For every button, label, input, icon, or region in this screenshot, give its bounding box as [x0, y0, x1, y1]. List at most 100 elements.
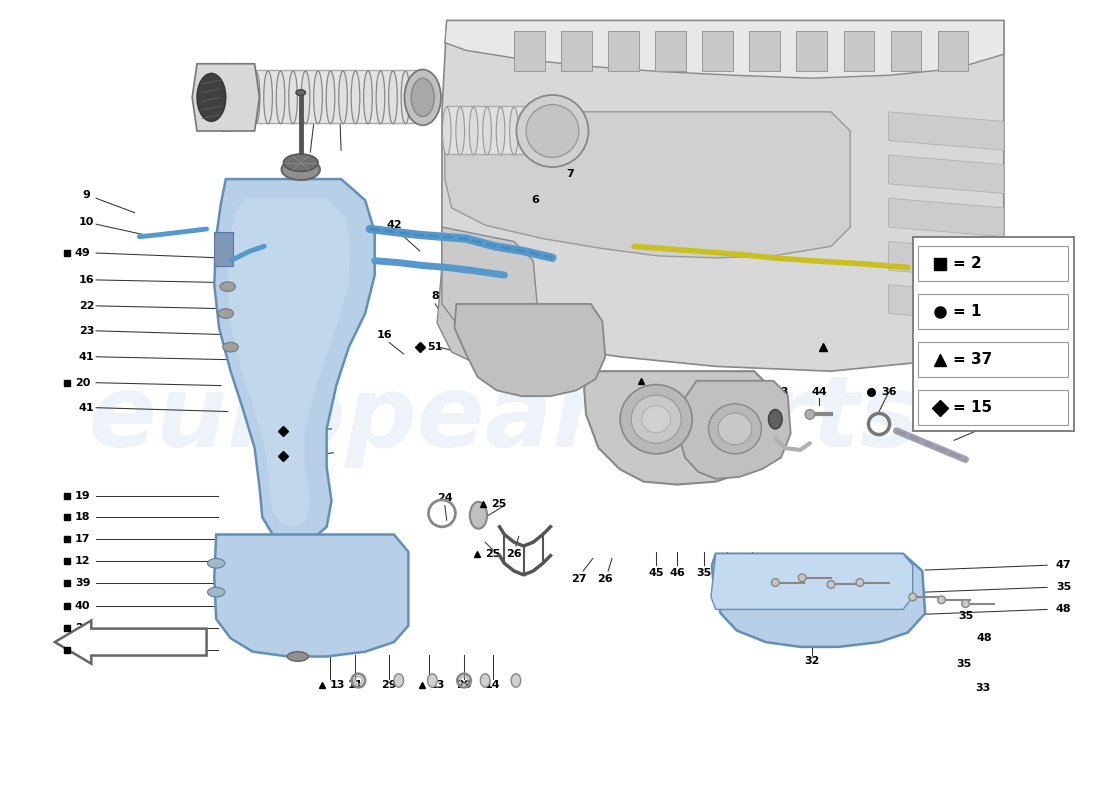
Ellipse shape	[526, 105, 579, 158]
Polygon shape	[889, 155, 1004, 194]
Ellipse shape	[428, 674, 437, 687]
Ellipse shape	[537, 107, 546, 155]
Text: 33: 33	[835, 630, 850, 640]
Text: 8: 8	[431, 291, 439, 302]
Text: = 37: = 37	[953, 352, 992, 367]
Bar	[447, 106, 554, 154]
Polygon shape	[214, 534, 408, 657]
Ellipse shape	[496, 107, 505, 155]
Polygon shape	[192, 64, 260, 131]
Ellipse shape	[223, 342, 239, 352]
Ellipse shape	[339, 71, 348, 124]
Ellipse shape	[296, 90, 306, 95]
Text: 35: 35	[956, 659, 971, 669]
Ellipse shape	[827, 581, 835, 588]
Text: 10: 10	[79, 218, 95, 227]
Ellipse shape	[442, 107, 451, 155]
Bar	[514, 31, 544, 71]
Bar	[918, 342, 1068, 377]
Text: 43: 43	[773, 387, 789, 398]
FancyArrow shape	[55, 621, 207, 664]
Text: 35: 35	[766, 630, 781, 640]
Text: 42: 42	[386, 220, 402, 230]
Polygon shape	[889, 112, 1004, 150]
Text: 49: 49	[75, 248, 90, 258]
Ellipse shape	[641, 406, 671, 433]
Text: 44: 44	[812, 387, 827, 398]
Text: 27: 27	[572, 574, 587, 584]
Ellipse shape	[402, 71, 410, 124]
Polygon shape	[711, 554, 913, 610]
Text: 14: 14	[485, 680, 501, 690]
Ellipse shape	[376, 71, 385, 124]
Text: 47: 47	[1056, 560, 1071, 570]
Ellipse shape	[524, 107, 531, 155]
Ellipse shape	[516, 95, 588, 167]
Text: 20: 20	[75, 378, 90, 388]
Text: 21: 21	[75, 645, 90, 654]
Polygon shape	[889, 242, 1004, 280]
Text: 32: 32	[745, 568, 760, 578]
Text: 31: 31	[649, 376, 664, 386]
Ellipse shape	[411, 78, 434, 117]
Polygon shape	[444, 112, 850, 258]
Text: 23: 23	[79, 326, 95, 336]
Ellipse shape	[364, 71, 372, 124]
Text: = 2: = 2	[953, 256, 982, 271]
Ellipse shape	[937, 596, 945, 604]
Ellipse shape	[208, 558, 224, 568]
Ellipse shape	[799, 574, 806, 582]
Polygon shape	[442, 227, 538, 331]
Bar	[656, 31, 686, 71]
Ellipse shape	[718, 413, 751, 445]
Ellipse shape	[470, 502, 487, 529]
Text: 45: 45	[648, 568, 664, 578]
Polygon shape	[889, 285, 1004, 323]
Text: 35: 35	[696, 568, 712, 578]
Text: 6: 6	[531, 195, 539, 205]
Bar	[913, 237, 1074, 430]
Bar	[702, 31, 733, 71]
Text: 46: 46	[670, 568, 685, 578]
Bar	[937, 31, 968, 71]
Text: 16: 16	[345, 90, 362, 99]
Ellipse shape	[769, 410, 782, 429]
Ellipse shape	[218, 309, 233, 318]
Ellipse shape	[288, 71, 297, 124]
Bar	[918, 246, 1068, 281]
Ellipse shape	[394, 674, 404, 687]
Text: 13: 13	[429, 680, 444, 690]
Bar	[561, 31, 592, 71]
Ellipse shape	[314, 71, 322, 124]
Ellipse shape	[856, 578, 864, 586]
Ellipse shape	[481, 674, 490, 687]
Text: 3: 3	[297, 75, 305, 85]
Ellipse shape	[351, 71, 360, 124]
Bar	[918, 294, 1068, 329]
Text: 16: 16	[376, 330, 392, 340]
Text: 28: 28	[75, 622, 90, 633]
Polygon shape	[679, 381, 791, 478]
Ellipse shape	[483, 107, 492, 155]
Ellipse shape	[771, 578, 779, 586]
Ellipse shape	[509, 107, 518, 155]
Text: europeanparts: europeanparts	[89, 370, 920, 468]
Ellipse shape	[470, 107, 478, 155]
Text: = 1: = 1	[953, 304, 981, 319]
Text: 39: 39	[75, 578, 90, 589]
Ellipse shape	[388, 71, 397, 124]
Text: 32: 32	[804, 656, 820, 666]
Ellipse shape	[208, 587, 224, 597]
Ellipse shape	[961, 600, 969, 607]
Text: 4: 4	[476, 291, 484, 302]
Text: 52: 52	[292, 450, 307, 461]
Text: 41: 41	[79, 402, 95, 413]
Bar	[214, 232, 233, 266]
Ellipse shape	[251, 71, 260, 124]
Text: 48: 48	[1056, 605, 1071, 614]
Text: 36: 36	[881, 387, 896, 398]
Polygon shape	[228, 198, 351, 527]
Text: 33: 33	[976, 683, 990, 693]
Text: 5: 5	[498, 291, 506, 302]
Ellipse shape	[282, 159, 320, 180]
